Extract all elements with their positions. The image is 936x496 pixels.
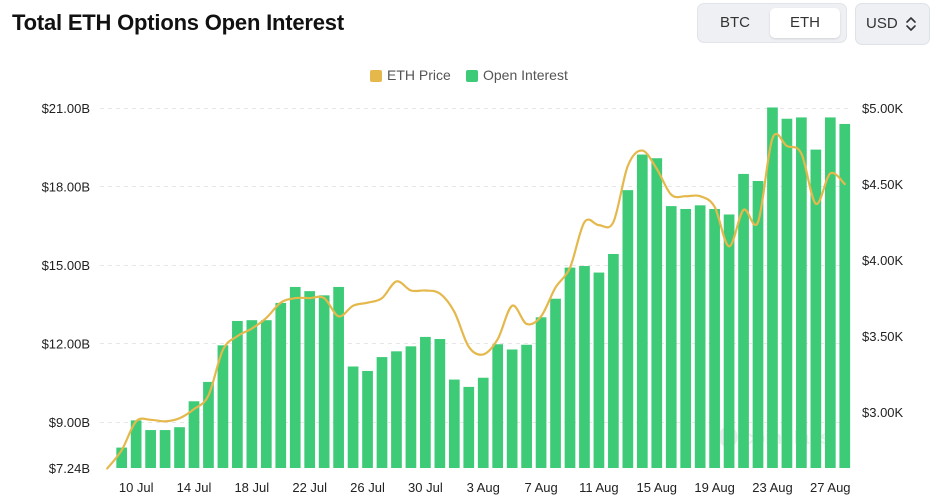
open-interest-bar (289, 286, 301, 468)
x-axis-tick-label: 30 Jul (408, 480, 443, 495)
open-interest-bar (275, 302, 287, 468)
open-interest-bar (130, 420, 142, 468)
x-axis-tick-label: 11 Aug (579, 480, 619, 495)
right-axis-tick-label: $4.00K (862, 253, 904, 268)
open-interest-bar (810, 149, 822, 468)
eth-price-line (106, 132, 846, 470)
open-interest-bar (420, 336, 431, 468)
open-interest-bar (362, 370, 373, 468)
open-interest-bar (304, 291, 316, 468)
open-interest-bar (636, 154, 648, 468)
x-axis-tick-label: 14 Jul (177, 480, 212, 495)
x-axis-tick-label: 7 Aug (524, 480, 557, 495)
open-interest-bar (752, 180, 764, 469)
open-interest-bar (665, 206, 677, 469)
open-interest-bar (246, 320, 258, 468)
open-interest-bar (709, 208, 720, 469)
open-interest-bar (448, 379, 460, 468)
open-interest-bar (217, 345, 229, 468)
open-interest-bar (694, 205, 706, 468)
open-interest-bar (781, 118, 793, 468)
btc-toggle-button[interactable]: BTC (720, 14, 750, 31)
open-interest-swatch (466, 70, 478, 82)
x-axis-tick-label: 15 Aug (637, 480, 678, 495)
open-interest-bar (824, 117, 836, 469)
open-interest-bar (579, 266, 590, 468)
open-interest-bar (564, 267, 576, 468)
right-axis-labels: $3.00K $3.50K $4.00K $4.50K $5.00K (862, 101, 904, 420)
left-axis-tick-label: $21.00B (42, 101, 90, 116)
x-axis-labels: 10 Jul 14 Jul 18 Jul 22 Jul 26 Jul 30 Jul 3 Au… (119, 480, 851, 495)
open-interest-bar (405, 346, 417, 468)
open-interest-bar (593, 272, 605, 468)
open-interest-bar (333, 286, 344, 468)
x-axis-tick-label: 3 Aug (467, 480, 500, 495)
open-interest-bars (116, 107, 851, 469)
right-axis-tick-label: $4.50K (862, 177, 904, 192)
open-interest-bar (347, 366, 359, 468)
open-interest-bar (203, 381, 214, 468)
currency-select-value: USD (866, 15, 898, 32)
open-interest-bar (477, 377, 489, 468)
open-interest-bar (434, 339, 446, 468)
open-interest-bar (463, 386, 475, 468)
left-axis-tick-label: $18.00B (42, 180, 90, 195)
open-interest-bar (174, 427, 185, 468)
left-axis-tick-label: $15.00B (42, 258, 90, 273)
open-interest-bar (723, 214, 735, 468)
right-axis-tick-label: $5.00K (862, 101, 904, 116)
right-axis-tick-label: $3.00K (862, 405, 904, 420)
open-interest-bar (550, 298, 561, 468)
open-interest-bar (521, 344, 532, 468)
open-interest-bar (492, 344, 504, 468)
open-interest-bar (376, 357, 388, 468)
x-axis-tick-label: 22 Jul (292, 480, 327, 495)
open-interest-bar (260, 320, 272, 468)
open-interest-bar (318, 295, 330, 468)
currency-select[interactable]: USD (855, 3, 930, 45)
open-interest-bar (159, 430, 171, 468)
legend-label-open-interest: Open Interest (483, 67, 568, 83)
open-interest-bar (535, 317, 547, 468)
open-interest-bar (839, 123, 851, 469)
x-axis-tick-label: 10 Jul (119, 480, 154, 495)
open-interest-bar (738, 173, 749, 468)
left-axis-tick-label: $7.24B (49, 461, 90, 476)
open-interest-bar (145, 430, 156, 468)
right-axis-tick-label: $3.50K (862, 329, 904, 344)
asset-toggle: BTC ETH (697, 3, 847, 43)
x-axis-tick-label: 19 Aug (694, 480, 735, 495)
open-interest-bar (651, 158, 663, 469)
x-axis-tick-label: 27 Aug (810, 480, 851, 495)
open-interest-bar (767, 107, 778, 468)
page-title: Total ETH Options Open Interest (12, 10, 344, 35)
left-axis-tick-label: $12.00B (42, 337, 90, 352)
open-interest-bar (608, 253, 619, 468)
open-interest-bar (188, 401, 200, 468)
open-interest-bar (391, 351, 402, 468)
open-interest-bar (506, 349, 518, 468)
eth-toggle-button[interactable]: ETH (770, 8, 840, 38)
x-axis-tick-label: 26 Jul (350, 480, 385, 495)
x-axis-tick-label: 18 Jul (234, 480, 269, 495)
left-axis-tick-label: $9.00B (49, 415, 90, 430)
open-interest-bar (796, 117, 807, 469)
left-axis-labels: $7.24B $9.00B $12.00B $15.00B $18.00B $21.00B (42, 101, 90, 476)
eth-price-line-group (106, 132, 846, 470)
open-interest-bar (680, 208, 692, 469)
eth-price-swatch (370, 70, 382, 82)
x-axis-tick-label: 23 Aug (752, 480, 793, 495)
legend-label-eth-price: ETH Price (387, 67, 451, 83)
open-interest-bar (622, 190, 634, 468)
open-interest-bar (116, 447, 128, 468)
open-interest-bar (232, 320, 243, 468)
chevron-updown-icon (906, 17, 916, 31)
